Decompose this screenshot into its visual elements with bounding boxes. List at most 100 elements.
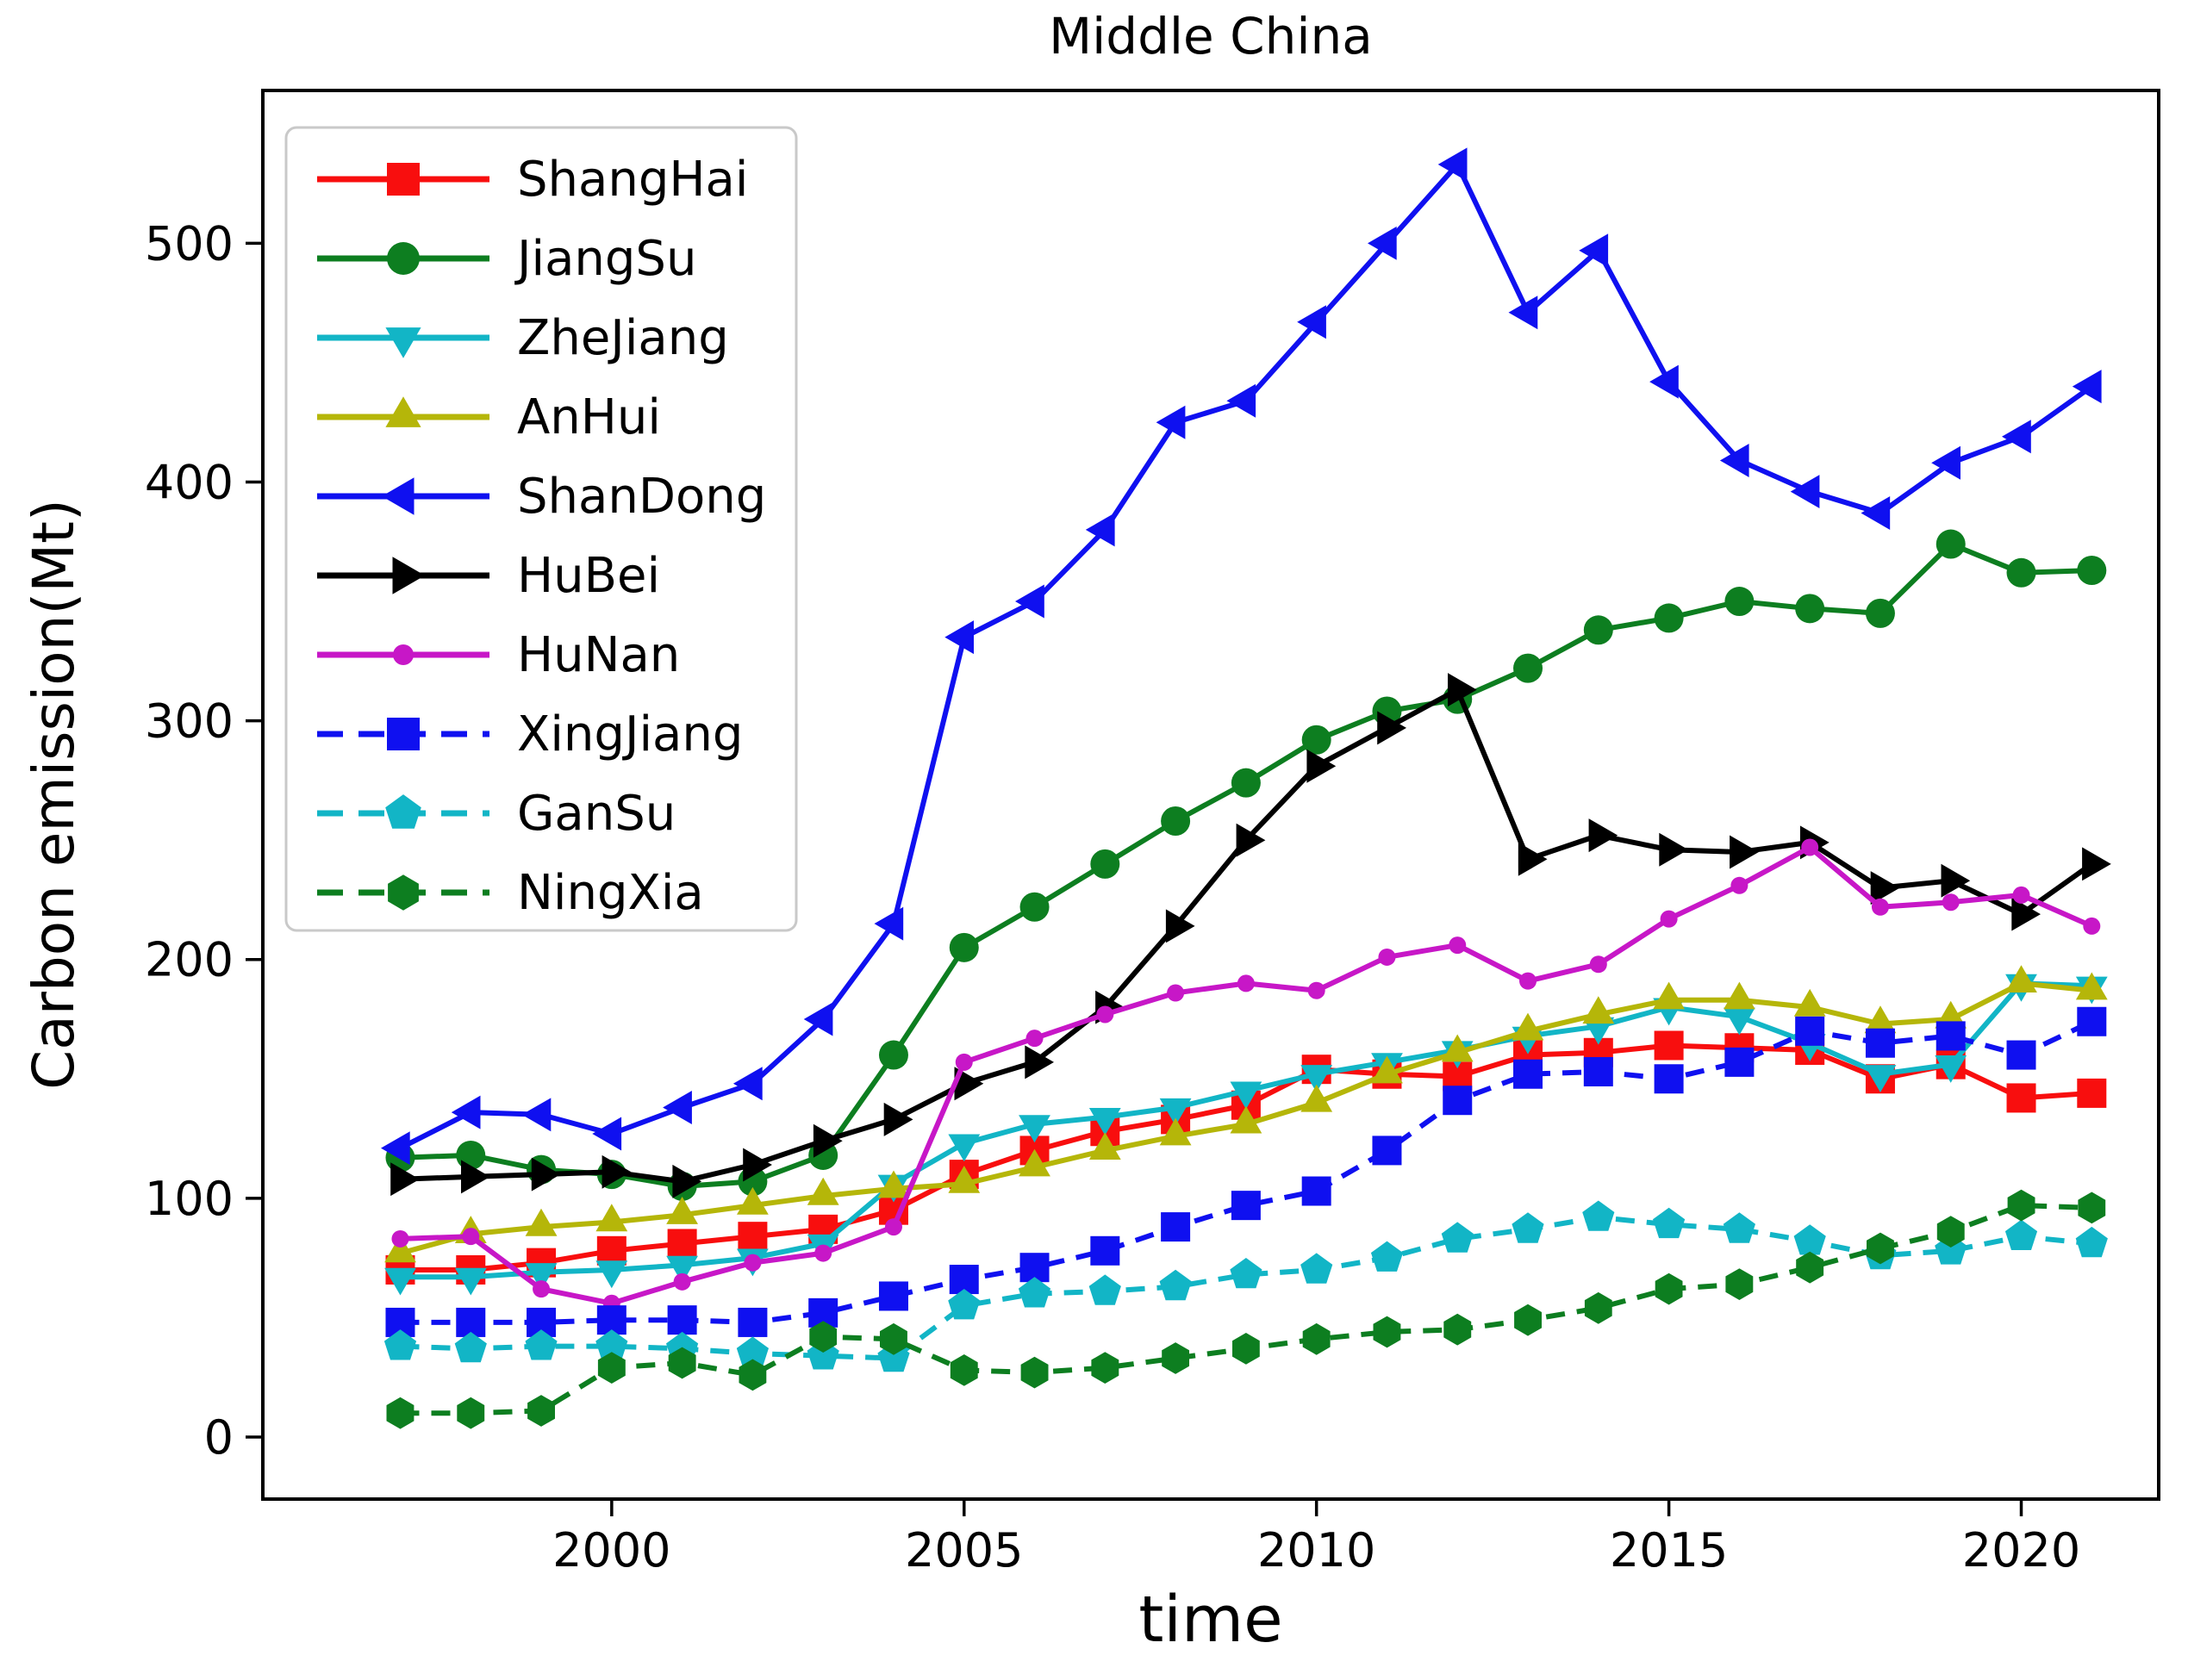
data-point-ShanDong-2014: [1579, 233, 1609, 268]
data-point-NingXia-2010: [1302, 1322, 1331, 1355]
data-point-ShanDong-2010: [1297, 305, 1326, 339]
data-point-GanSu-1998: [454, 1331, 487, 1363]
data-point-ZheJiang-2018: [1864, 1065, 1897, 1092]
data-point-JiangSu-2016: [1724, 587, 1755, 617]
data-point-AnHui-2002: [737, 1186, 769, 1215]
data-point-JiangSu-2010: [1301, 725, 1331, 755]
data-point-AnHui-2016: [1724, 981, 1755, 1010]
x-tick-label-2020: 2020: [1962, 1523, 2080, 1577]
legend-marker-ZheJiang: [385, 327, 421, 358]
data-point-AnHui-2000: [595, 1204, 628, 1232]
data-point-GanSu-1999: [525, 1329, 558, 1360]
legend-label-GanSu: GanSu: [517, 786, 676, 842]
data-point-ShanDong-2009: [1226, 383, 1256, 418]
data-point-GanSu-2005: [948, 1289, 981, 1320]
data-point-JiangSu-2017: [1795, 594, 1825, 624]
data-point-ShanDong-2004: [874, 906, 904, 941]
data-point-JiangSu-2021: [2077, 556, 2107, 586]
data-point-NingXia-2019: [1936, 1216, 1965, 1248]
data-point-ShangHai-2002: [738, 1222, 768, 1252]
data-point-ShanDong-2013: [1508, 296, 1538, 330]
data-point-HuBei-1997: [390, 1162, 420, 1197]
data-point-ZheJiang-2008: [1159, 1098, 1192, 1126]
data-point-XingJiang-2007: [1090, 1235, 1120, 1266]
data-point-NingXia-2018: [1867, 1232, 1894, 1265]
data-point-GanSu-2006: [1018, 1277, 1051, 1308]
legend-label-XingJiang: XingJiang: [517, 706, 743, 762]
legend-item-HuNan: HuNan: [317, 627, 680, 683]
legend-marker-ShangHai: [387, 163, 420, 196]
data-point-HuNan-2018: [1871, 898, 1889, 916]
legend-item-ShangHai: ShangHai: [317, 152, 748, 208]
data-point-ZheJiang-1998: [454, 1267, 487, 1296]
legend-marker-JiangSu: [387, 242, 420, 275]
data-point-XingJiang-2020: [2006, 1040, 2036, 1070]
data-point-NingXia-2009: [1232, 1333, 1260, 1365]
data-point-ShanDong-2017: [1790, 475, 1820, 508]
data-point-AnHui-2012: [1441, 1034, 1474, 1062]
data-point-ZheJiang-2014: [1582, 1017, 1615, 1045]
data-point-NingXia-2007: [1091, 1352, 1119, 1384]
data-point-ShanDong-1998: [451, 1095, 481, 1129]
data-point-HuNan-2006: [1025, 1030, 1044, 1048]
data-point-NingXia-2012: [1443, 1313, 1472, 1346]
chart-title: Middle China: [1049, 7, 1373, 65]
legend-marker-XingJiang: [387, 718, 420, 750]
legend-marker-HuNan: [393, 644, 414, 665]
legend-marker-HuBei: [392, 557, 425, 594]
data-point-ShangHai-2001: [667, 1229, 697, 1259]
data-point-GanSu-2009: [1230, 1258, 1262, 1289]
x-tick-label-2015: 2015: [1610, 1523, 1728, 1577]
data-point-NingXia-2020: [2007, 1189, 2035, 1222]
data-point-HuNan-1998: [462, 1228, 480, 1246]
data-point-JiangSu-2005: [949, 932, 979, 962]
data-point-NingXia-2006: [1020, 1356, 1049, 1389]
data-point-GanSu-2015: [1653, 1207, 1686, 1239]
y-axis-label: Carbon emission(Mt): [21, 499, 87, 1090]
legend-label-HuBei: HuBei: [517, 548, 660, 604]
data-point-NingXia-2005: [950, 1354, 978, 1386]
series-HuNan: [391, 838, 2101, 1312]
data-point-HuBei-2008: [1165, 909, 1195, 943]
legend-label-NingXia: NingXia: [517, 865, 704, 921]
data-point-JiangSu-2007: [1090, 849, 1120, 879]
data-point-AnHui-2015: [1653, 981, 1685, 1010]
data-point-NingXia-2000: [597, 1352, 626, 1384]
data-point-HuNan-2014: [1589, 955, 1607, 974]
axis-ticks: 0 100 200 300 400 500 2000 2005 2010 2015 2020: [145, 216, 2080, 1577]
data-point-XingJiang-2001: [667, 1305, 697, 1335]
legend-item-AnHui: AnHui: [317, 389, 661, 445]
legend-label-ShanDong: ShanDong: [517, 469, 766, 525]
data-point-JiangSu-2006: [1019, 892, 1050, 922]
x-tick-label-2010: 2010: [1257, 1523, 1375, 1577]
data-point-AnHui-2010: [1300, 1084, 1333, 1112]
data-point-HuBei-2010: [1306, 749, 1337, 783]
data-point-HuNan-2021: [2083, 917, 2101, 935]
data-point-AnHui-2006: [1019, 1148, 1050, 1177]
legend: ShangHai JiangSu ZheJiang AnHui ShanDong HuBe…: [284, 126, 798, 932]
data-point-ShanDong-2008: [1156, 405, 1186, 439]
data-point-ShanDong-1999: [521, 1098, 552, 1132]
data-point-NingXia-2004: [880, 1322, 907, 1355]
data-point-AnHui-2004: [877, 1170, 910, 1198]
data-point-HuBei-2014: [1588, 818, 1618, 853]
data-point-HuNan-2002: [744, 1254, 762, 1272]
data-point-JiangSu-2013: [1513, 653, 1543, 683]
legend-item-ZheJiang: ZheJiang: [317, 310, 729, 366]
data-point-NingXia-1998: [457, 1397, 485, 1429]
data-point-ZheJiang-2019: [1935, 1055, 1967, 1083]
data-point-HuBei-2000: [602, 1154, 632, 1189]
legend-item-JiangSu: JiangSu: [317, 231, 696, 287]
data-point-ShanDong-2015: [1649, 364, 1679, 399]
data-point-GanSu-2008: [1159, 1269, 1192, 1301]
data-point-ShanDong-2016: [1719, 444, 1749, 477]
x-axis-label: time: [1138, 1583, 1282, 1657]
data-point-AnHui-2018: [1864, 1005, 1897, 1034]
y-tick-label-300: 300: [145, 694, 234, 749]
data-point-XingJiang-2016: [1724, 1047, 1755, 1077]
data-point-ShanDong-2007: [1085, 513, 1115, 547]
data-point-ShanDong-2021: [2072, 370, 2102, 404]
data-point-XingJiang-2009: [1231, 1191, 1261, 1221]
data-point-HuBei-2019: [1941, 863, 1971, 898]
y-tick-label-0: 0: [204, 1410, 234, 1465]
